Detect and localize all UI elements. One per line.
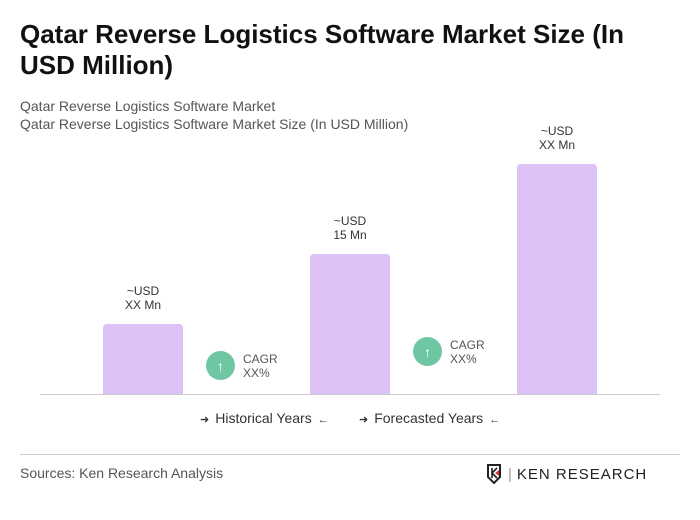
chart-subtitle: Qatar Reverse Logistics Software Market — [20, 98, 276, 114]
cagr-badge-2: ↑ CAGR XX% — [413, 337, 485, 366]
bar-label-line: 15 Mn — [333, 228, 367, 242]
arrow-left-icon: ← — [317, 414, 329, 426]
cagr-label: CAGR — [450, 337, 485, 352]
bar-label-line: XX Mn — [124, 298, 161, 312]
chart-title: Qatar Reverse Logistics Software Market … — [20, 19, 624, 80]
bar-data-label: ~USD XX Mn — [93, 284, 193, 312]
cagr-badge-1: ↑ CAGR XX% — [206, 351, 278, 380]
x-axis-line — [40, 394, 660, 395]
bar-label-line: XX Mn — [538, 138, 575, 152]
bar — [310, 254, 390, 394]
cagr-value: XX% — [450, 351, 477, 366]
arrow-left-icon: ← — [489, 414, 501, 426]
footer-divider — [20, 454, 680, 455]
bar-label-line: ~USD — [540, 124, 574, 138]
arrow-right-icon: ➜ — [200, 414, 210, 426]
arrow-up-icon: ↑ — [206, 351, 235, 380]
arrow-up-icon: ↑ — [413, 337, 442, 366]
source-text: Sources: Ken Research Analysis — [20, 465, 224, 481]
legend-forecasted: ➜ Forecasted Years ← — [359, 410, 506, 426]
logo-text: KEN RESEARCH — [516, 465, 648, 483]
arrow-right-icon: ➜ — [359, 414, 369, 426]
bar — [517, 164, 597, 394]
bar-label-line: ~USD — [126, 284, 160, 298]
ken-research-logo: | KEN RESEARCH — [486, 464, 647, 484]
legend-label: Historical Years — [215, 410, 312, 426]
chart-subtitle-2: Qatar Reverse Logistics Software Market … — [20, 116, 409, 132]
bar-data-label: ~USD 15 Mn — [300, 214, 400, 242]
cagr-value: XX% — [243, 365, 270, 380]
legend-historical: ➜ Historical Years ← — [200, 410, 335, 426]
bar-data-label: ~USD XX Mn — [507, 124, 607, 152]
legend-label: Forecasted Years — [374, 410, 484, 426]
cagr-label: CAGR — [243, 351, 278, 366]
bar — [103, 324, 183, 394]
ken-logo-icon — [487, 464, 501, 484]
bar-label-line: ~USD — [333, 214, 367, 228]
